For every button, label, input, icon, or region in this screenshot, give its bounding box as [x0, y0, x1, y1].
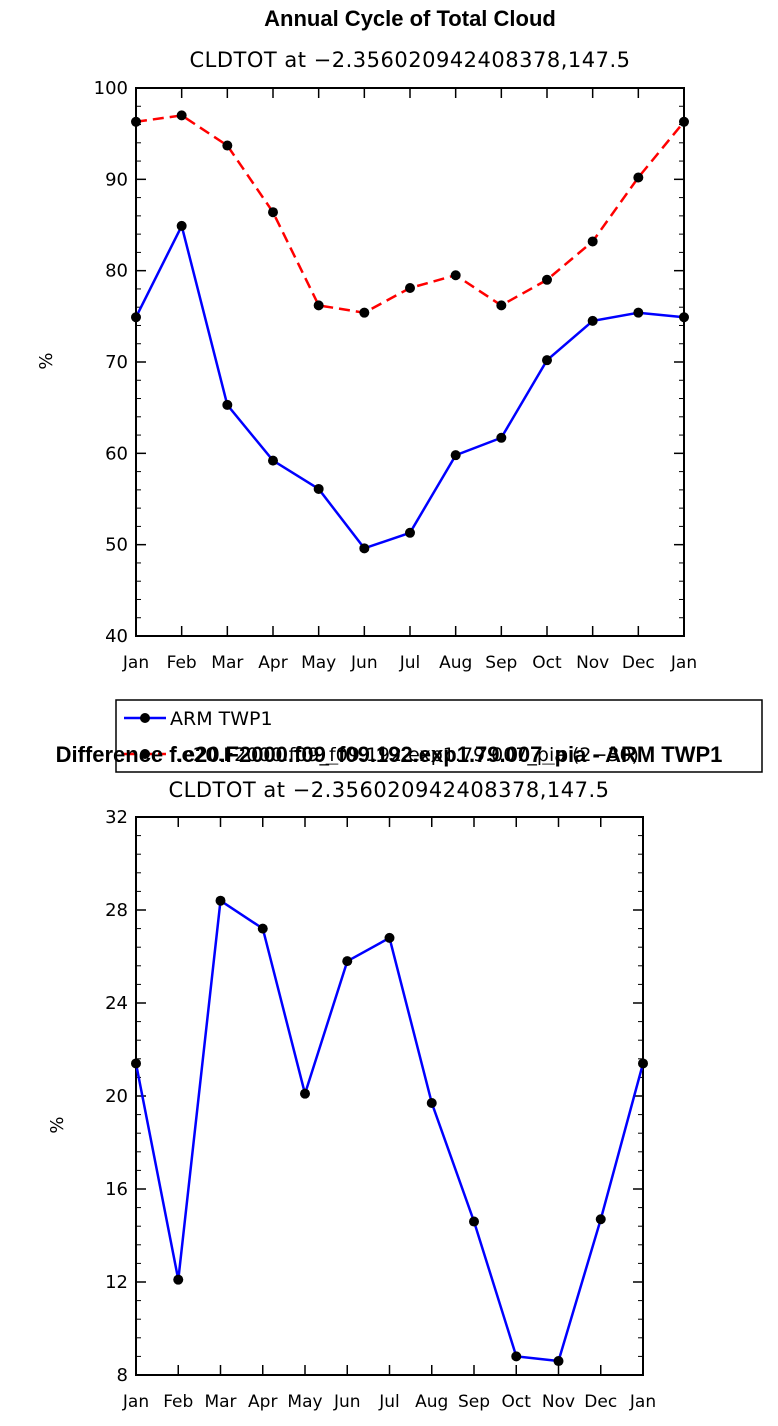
- chart2-xtick-label: Dec: [584, 1392, 617, 1412]
- chart2-xtick-label: Oct: [502, 1392, 532, 1412]
- chart1-series-0-point: [542, 355, 552, 366]
- legend-label-1: f.e20.F2000.f09_f09.192.exp1.79.007_pia …: [170, 744, 639, 766]
- chart1-series-1-point: [222, 140, 233, 151]
- chart1-xtick-label: Oct: [532, 653, 562, 673]
- chart1-xtick-label: Jan: [122, 653, 149, 673]
- chart2-series-0-point: [469, 1216, 479, 1227]
- chart1-series-1-point: [587, 236, 598, 247]
- chart1-ytick-label: 80: [105, 261, 128, 282]
- chart2-title: Difference f.e20.F2000.f09_f09.192.exp1.…: [56, 742, 723, 767]
- chart1-subtitle: CLDTOT at −2.356020942408378,147.5: [189, 48, 630, 72]
- chart1-series-0-point: [359, 543, 370, 554]
- legend-marker-0: [140, 713, 150, 723]
- chart2-xtick-label: Jan: [629, 1392, 656, 1412]
- chart2-series-0-line: [134, 898, 645, 1363]
- chart2-series-0-point: [131, 1058, 141, 1069]
- chart2-xtick-label: Feb: [163, 1392, 193, 1412]
- chart2-series-0-point: [426, 1097, 437, 1108]
- chart1-series-1-point: [176, 110, 187, 121]
- chart1-series-0-point: [450, 450, 461, 461]
- chart2-ytick-label: 16: [105, 1179, 128, 1200]
- chart2-xtick-label: Jul: [378, 1392, 400, 1412]
- chart1-series-1-point: [131, 116, 141, 127]
- chart1-series-1-point: [496, 300, 507, 311]
- chart1-series-0-point: [222, 399, 233, 410]
- annual-cycle-chart: Annual Cycle of Total Cloud CLDTOT at −2…: [36, 6, 763, 773]
- chart1-xtick-label: Dec: [622, 653, 655, 673]
- chart2-series-0-point: [300, 1088, 310, 1099]
- chart1-ytick-label: 60: [105, 443, 128, 464]
- chart1-series-0-point: [496, 432, 507, 443]
- chart1-ytick-label: 100: [94, 78, 128, 99]
- chart2-series-0-point: [384, 932, 395, 943]
- chart1-xtick-label: Jun: [350, 653, 378, 673]
- chart2-ytick-label: 32: [105, 807, 128, 828]
- chart1-xtick-label: Feb: [167, 653, 197, 673]
- chart1-plot-frame: [135, 87, 685, 637]
- chart1-series-1-point: [405, 283, 415, 294]
- chart1-ytick-label: 70: [105, 352, 128, 373]
- chart1-ylabel: %: [36, 352, 57, 369]
- chart1-ytick-label: 90: [105, 169, 128, 190]
- chart2-series-0-point: [342, 956, 353, 967]
- chart1-legend: ARM TWP1 f.e20.F2000.f09_f09.192.exp1.79.…: [115, 699, 763, 773]
- chart1-title: Annual Cycle of Total Cloud: [264, 6, 556, 31]
- chart1-series-1-point: [542, 274, 552, 285]
- chart1-xtick-label: Aug: [439, 653, 472, 673]
- legend-box: [115, 699, 763, 773]
- chart2-xtick-label: Jun: [333, 1392, 361, 1412]
- chart2-series-0-point: [553, 1356, 564, 1367]
- legend-marker-1: [140, 749, 150, 759]
- chart2-ytick-label: 20: [105, 1086, 128, 1107]
- chart1-series-0-point: [679, 312, 689, 323]
- chart2-xtick-label: Nov: [542, 1392, 575, 1412]
- chart2-series-0-point: [511, 1351, 522, 1362]
- chart1-series-0-point: [633, 307, 644, 318]
- chart2-series-0-point: [215, 895, 226, 906]
- chart1-series-1-point: [450, 270, 461, 281]
- chart2-xtick-label: May: [287, 1392, 322, 1412]
- chart2-ytick-label: 8: [117, 1365, 128, 1386]
- chart2-ylabel: %: [47, 1116, 68, 1133]
- chart1-series-1-point: [268, 207, 278, 218]
- chart1-series-0-point: [313, 483, 324, 494]
- chart2-ytick-label: 28: [105, 900, 128, 921]
- chart1-series-1-point: [313, 300, 324, 311]
- chart1-xtick-label: Apr: [258, 653, 287, 673]
- chart1-series-0-point: [176, 220, 187, 231]
- chart2-xtick-label: Sep: [458, 1392, 490, 1412]
- chart1-xtick-label: May: [301, 653, 336, 673]
- chart1-series-0-point: [405, 527, 415, 538]
- chart2-ytick-label: 24: [105, 993, 128, 1014]
- chart2-xtick-label: Apr: [248, 1392, 277, 1412]
- chart2-ytick-label: 12: [105, 1272, 128, 1293]
- chart1-series-0-line: [134, 222, 685, 550]
- chart1-ytick-label: 40: [105, 626, 128, 647]
- chart2-series-0-point: [257, 923, 268, 934]
- chart1-series-1-point: [359, 307, 370, 318]
- chart1-xtick-label: Nov: [576, 653, 609, 673]
- chart2-xtick-label: Jan: [122, 1392, 149, 1412]
- chart2-series-0-point: [173, 1274, 184, 1285]
- chart1-xtick-label: Jul: [399, 653, 421, 673]
- chart1-series-1-point: [633, 172, 644, 183]
- chart1-xtick-label: Mar: [211, 653, 243, 673]
- chart1-series-1-point: [679, 116, 689, 127]
- legend-label-0: ARM TWP1: [170, 708, 273, 730]
- chart2-subtitle: CLDTOT at −2.356020942408378,147.5: [168, 778, 609, 802]
- chart1-ytick-label: 50: [105, 535, 128, 556]
- chart2-xtick-label: Aug: [415, 1392, 448, 1412]
- chart2-series-0-point: [595, 1214, 606, 1225]
- chart2-series-0-point: [638, 1058, 648, 1069]
- chart1-series-0-point: [131, 312, 141, 323]
- chart2-plot-frame: [135, 816, 644, 1376]
- chart1-series-0-point: [268, 455, 278, 466]
- chart2-xtick-label: Mar: [204, 1392, 236, 1412]
- chart1-xtick-label: Jan: [670, 653, 697, 673]
- difference-chart: Difference f.e20.F2000.f09_f09.192.exp1.…: [47, 742, 722, 1412]
- chart1-series-0-point: [587, 315, 598, 326]
- chart1-xtick-label: Sep: [485, 653, 517, 673]
